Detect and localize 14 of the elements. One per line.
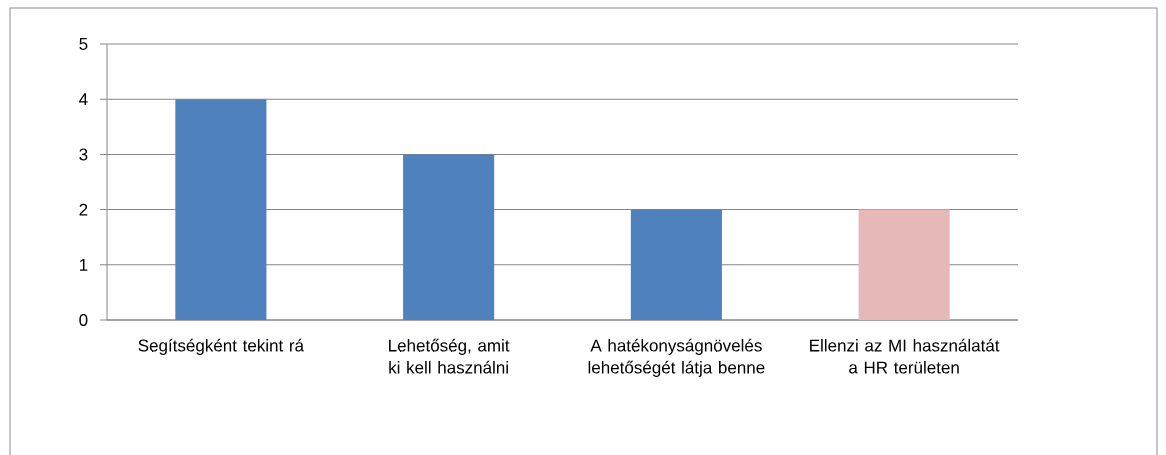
y-tick-label: 1 [79, 258, 88, 271]
x-tick-label: Ellenzi az MI használatát a HR területen [810, 338, 1000, 374]
bar [630, 209, 722, 320]
y-tick-label: 4 [79, 93, 88, 106]
y-tick-label: 2 [79, 203, 88, 216]
bar [858, 209, 950, 320]
y-tick-label: 0 [79, 313, 88, 327]
bar [175, 99, 267, 320]
x-tick-label: Segítségként tekint rá [138, 338, 305, 355]
y-tick-label: 5 [79, 38, 88, 50]
x-tick-label: A hatékonyságnövelés lehetőségét látja benne [588, 338, 765, 377]
y-tick-label: 3 [79, 148, 88, 161]
bar [403, 154, 495, 320]
x-tick-label: Lehetőség, amit ki kell használni [389, 338, 510, 374]
